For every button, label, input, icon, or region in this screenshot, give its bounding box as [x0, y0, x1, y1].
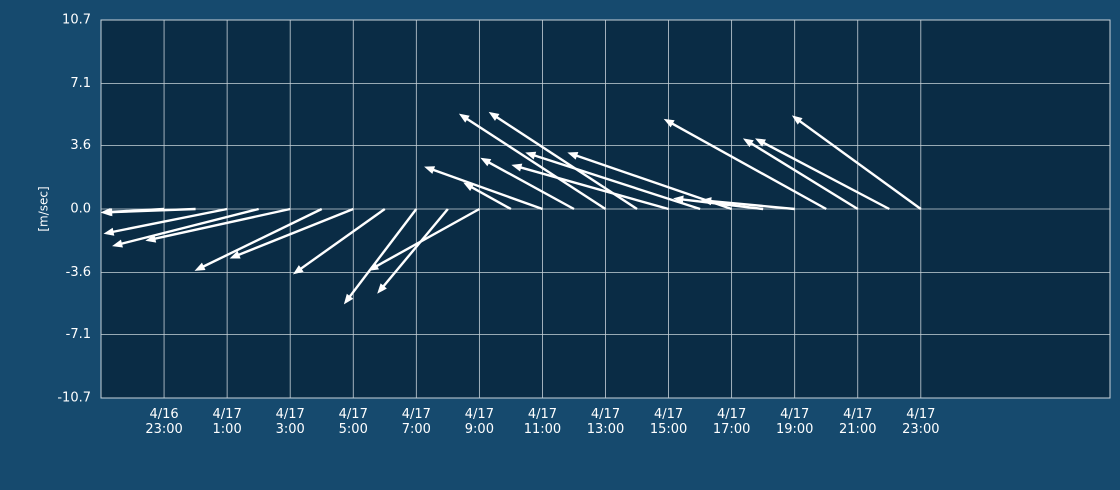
wind-vector — [112, 207, 259, 248]
vector-head — [377, 283, 387, 294]
wind-vector — [424, 166, 543, 211]
vector-shaft — [116, 207, 259, 247]
wind-vector — [194, 207, 323, 271]
wind-vector — [101, 207, 196, 217]
vector-shaft — [705, 199, 795, 211]
x-tick-label: 4/17 7:00 — [402, 407, 431, 437]
vector-head — [673, 195, 684, 204]
x-tick-label: 4/17 11:00 — [524, 407, 561, 437]
y-tick-label: 3.6 — [70, 138, 91, 153]
x-tick-label: 4/17 9:00 — [465, 407, 494, 437]
vector-shaft — [371, 207, 480, 270]
vector-head — [488, 111, 500, 121]
vector-shaft — [746, 139, 859, 211]
plot-border — [100, 19, 1111, 399]
x-tick-label: 4/17 19:00 — [776, 407, 813, 437]
y-tick-label: -3.6 — [66, 265, 91, 280]
vector-shaft — [233, 207, 354, 258]
vector-shaft — [515, 165, 669, 211]
x-tick-label: 4/17 21:00 — [839, 407, 876, 437]
vector-shaft — [667, 120, 827, 211]
x-tick-label: 4/17 17:00 — [713, 407, 750, 437]
vector-shaft — [428, 167, 543, 211]
vector-head — [480, 157, 492, 167]
y-tick-label: 7.1 — [70, 76, 91, 91]
vector-head — [742, 138, 754, 148]
wind-vector — [525, 151, 701, 211]
vector-shaft — [149, 207, 291, 241]
wind-vector — [663, 118, 827, 211]
wind-vector — [145, 207, 291, 243]
vector-shaft — [677, 197, 764, 211]
y-tick-label: -7.1 — [66, 327, 91, 342]
vector-head — [292, 265, 304, 275]
vector-head — [567, 151, 579, 160]
vector-shaft — [198, 207, 323, 270]
wind-vector — [791, 115, 922, 210]
x-tick-label: 4/17 5:00 — [339, 407, 368, 437]
x-tick-label: 4/17 23:00 — [902, 407, 939, 437]
x-tick-label: 4/17 13:00 — [587, 407, 624, 437]
x-tick-label: 4/17 15:00 — [650, 407, 687, 437]
vector-shaft — [484, 159, 575, 211]
vector-shaft — [467, 183, 512, 211]
y-tick-label: -10.7 — [57, 391, 91, 406]
vector-head — [663, 118, 675, 128]
vector-head — [755, 138, 766, 147]
wind-vector — [742, 138, 859, 211]
vector-head — [145, 234, 157, 243]
wind-vector — [673, 195, 764, 211]
x-tick-label: 4/17 3:00 — [276, 407, 305, 437]
vector-head — [458, 113, 470, 123]
vector-head — [101, 208, 113, 217]
wind-vector — [480, 157, 575, 211]
vector-head — [229, 250, 241, 259]
vector-shaft — [529, 152, 701, 211]
vector-shaft — [108, 207, 228, 234]
vector-head — [343, 293, 354, 305]
wind-vector — [103, 207, 228, 236]
wind-vector — [368, 207, 480, 271]
vector-head — [368, 262, 380, 271]
wind-vector — [458, 113, 607, 211]
vector-head — [112, 239, 123, 248]
vector-head — [511, 163, 523, 172]
wind-vector — [343, 208, 418, 305]
vector-shaft — [106, 207, 196, 214]
vector-shaft — [379, 208, 449, 291]
vector-shaft — [758, 139, 890, 211]
y-axis-label: [m/sec] — [37, 186, 51, 231]
wind-vector — [511, 163, 669, 211]
vector-head — [791, 115, 803, 125]
vectors — [101, 111, 922, 305]
vector-head — [103, 227, 115, 236]
wind-vector — [229, 207, 354, 259]
vector-head — [701, 197, 712, 206]
x-tick-label: 4/17 1:00 — [213, 407, 242, 437]
vector-head — [194, 262, 206, 271]
wind-vector — [377, 208, 449, 294]
vector-shaft — [296, 208, 386, 273]
vector-shaft — [462, 115, 607, 211]
vector-head — [424, 166, 436, 174]
x-tick-label: 4/16 23:00 — [145, 407, 182, 437]
vector-shaft — [795, 117, 922, 210]
y-tick-label: 0.0 — [70, 202, 91, 217]
vector-shaft — [345, 208, 418, 302]
wind-vector — [701, 197, 795, 211]
wind-vector — [292, 208, 386, 275]
wind-vector — [755, 138, 890, 211]
vector-head — [525, 151, 537, 160]
y-tick-label: 10.7 — [62, 13, 91, 28]
